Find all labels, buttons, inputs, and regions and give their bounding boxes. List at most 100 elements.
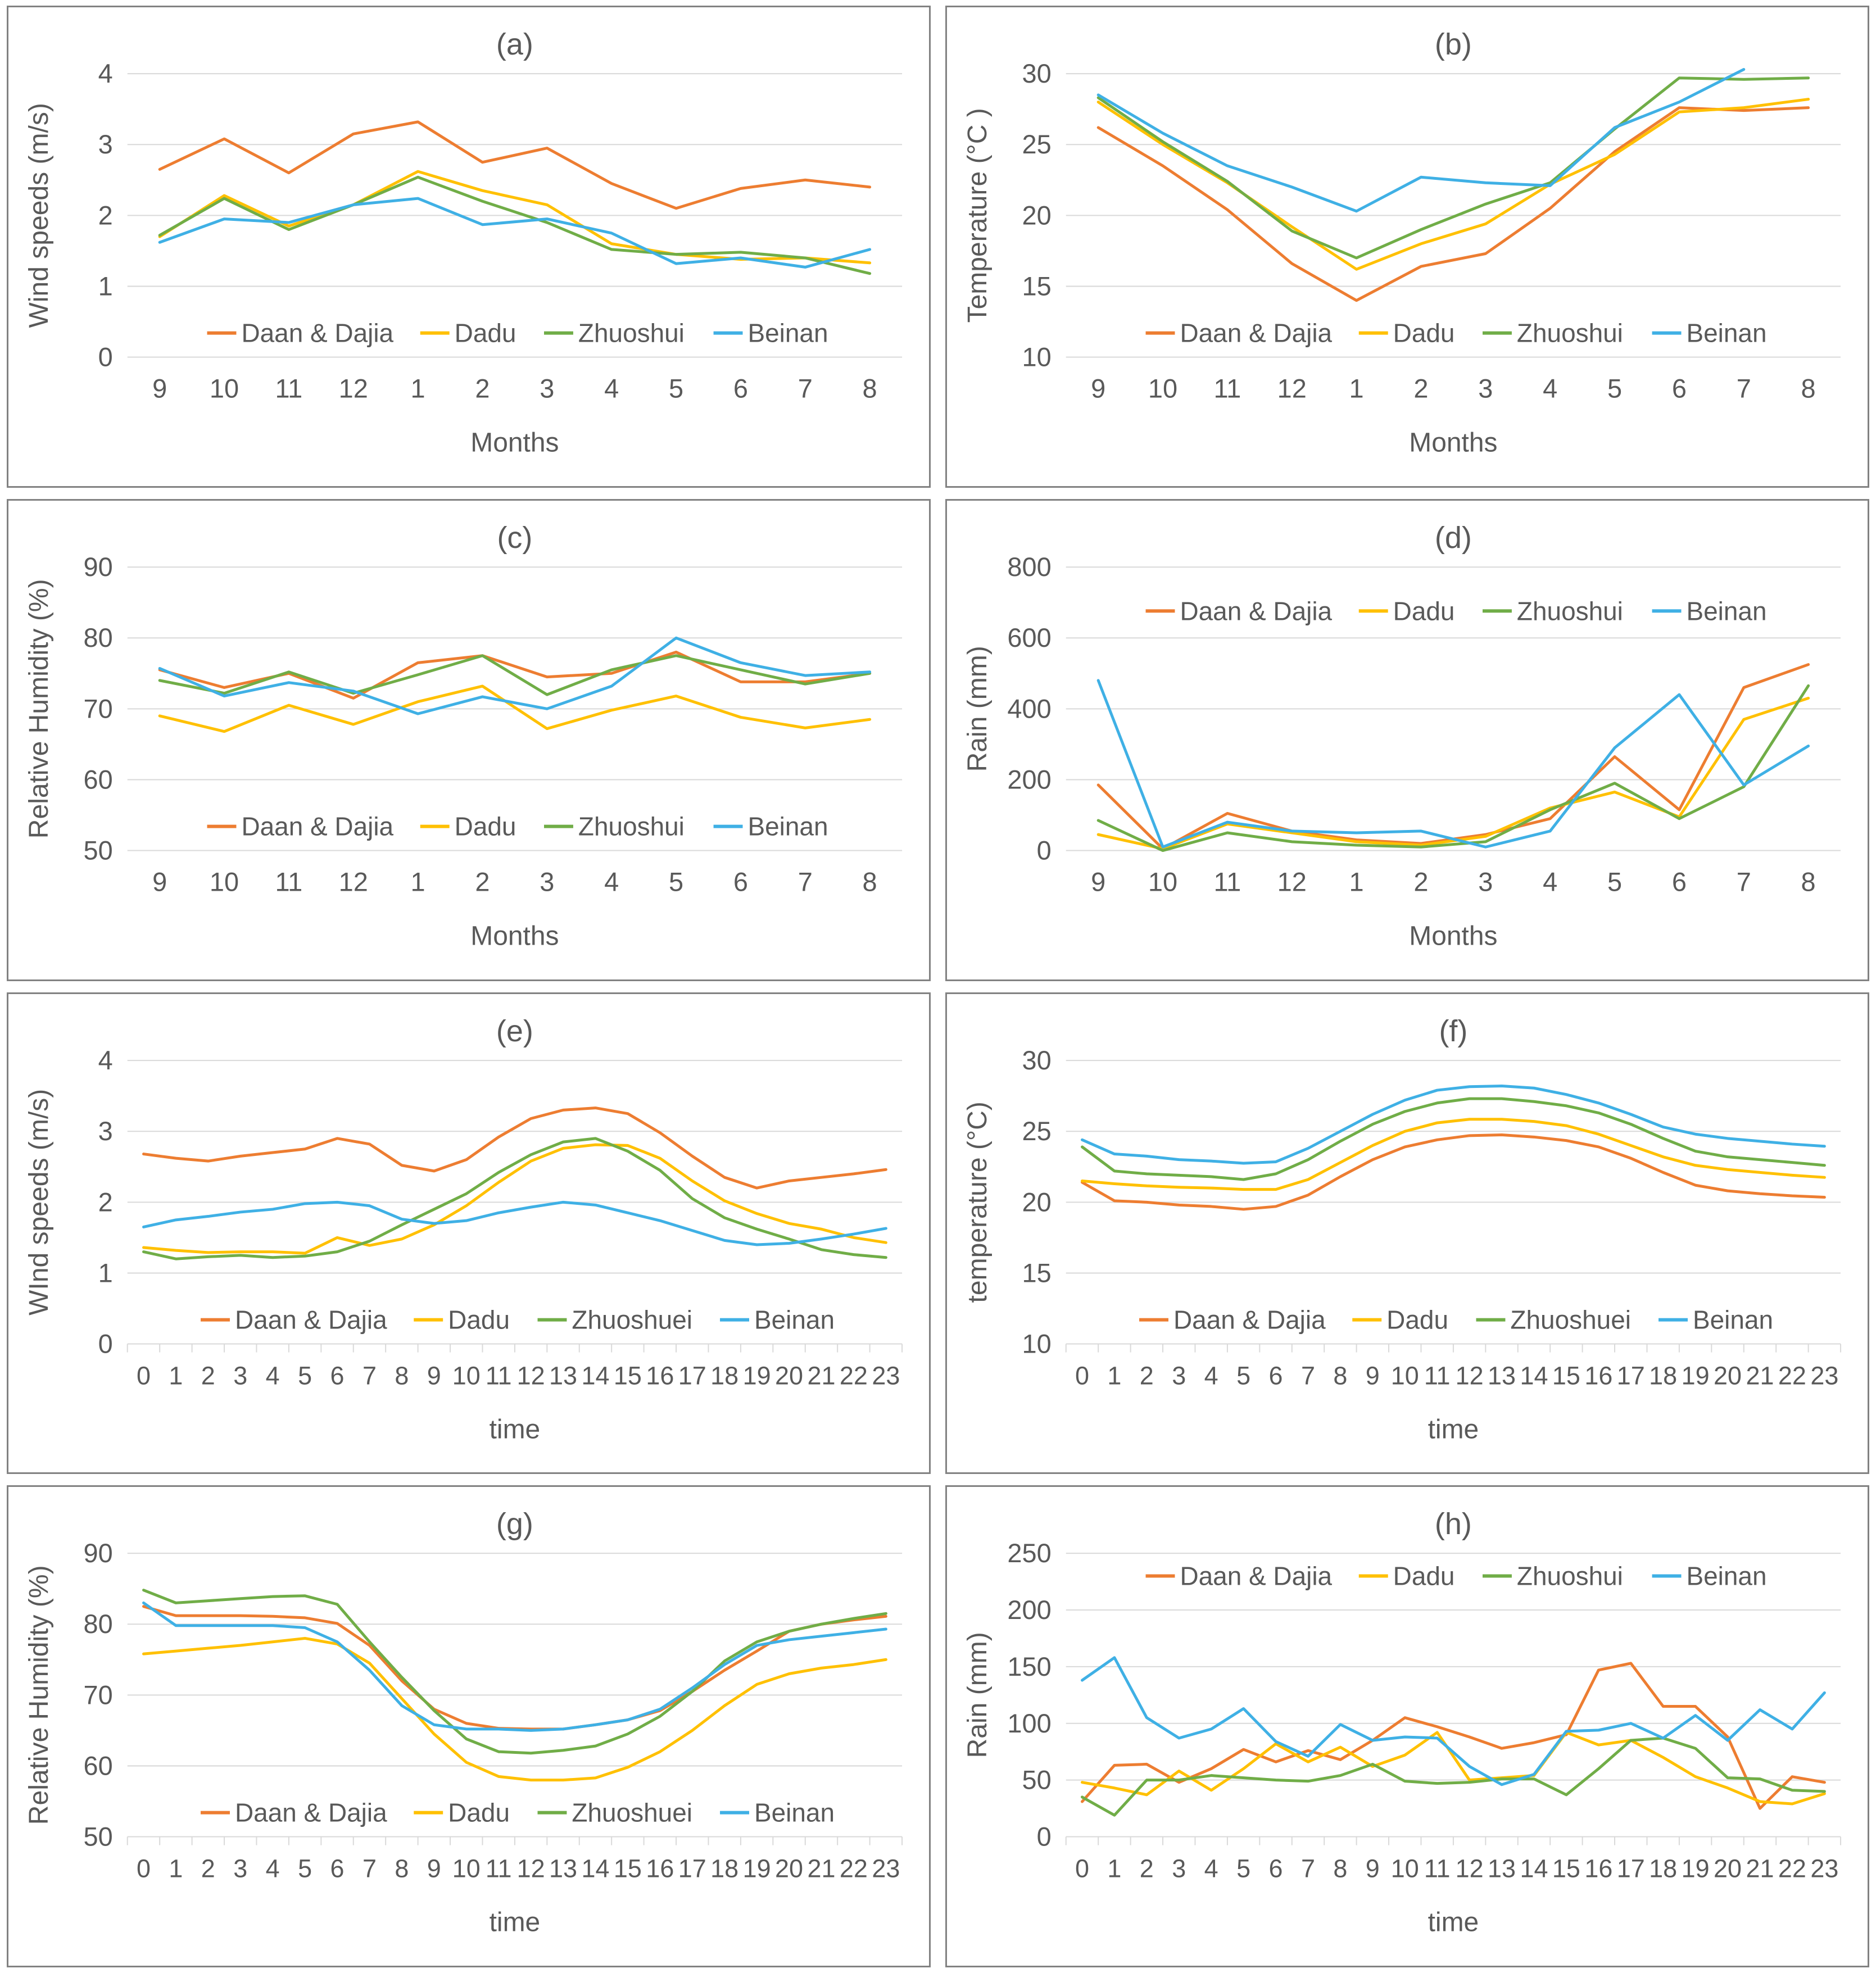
x-tick-label: 2 xyxy=(201,1854,215,1883)
x-tick-label: 20 xyxy=(775,1854,803,1883)
legend-label: Daan & Dajia xyxy=(241,811,393,841)
legend-label: Zhuoshui xyxy=(578,319,685,348)
y-tick-label: 0 xyxy=(98,342,113,372)
x-tick-label: 14 xyxy=(581,1854,609,1883)
x-tick-label: 11 xyxy=(486,1854,512,1883)
legend-label: Zhuoshui xyxy=(1517,319,1623,348)
legend-label: Beinan xyxy=(747,811,828,841)
legend-label: Beinan xyxy=(1693,1305,1773,1334)
x-tick-label: 23 xyxy=(1810,1854,1838,1883)
series-line-beinan xyxy=(1096,67,1746,213)
x-tick-label: 2 xyxy=(1140,1361,1154,1390)
series-layer xyxy=(142,1106,887,1260)
y-tick-label: 10 xyxy=(1022,1328,1052,1358)
x-tick-label: 18 xyxy=(710,1854,738,1883)
x-tick-label: 13 xyxy=(1488,1854,1516,1883)
series-line-zhuoshui xyxy=(158,654,872,696)
x-tick-label: 5 xyxy=(669,867,683,896)
x-tick-label: 8 xyxy=(395,1361,409,1390)
x-axis-title: time xyxy=(1428,1414,1479,1444)
x-axis-title: time xyxy=(490,1414,541,1444)
y-tick-label: 2 xyxy=(98,1187,113,1217)
x-tick-label: 12 xyxy=(517,1854,545,1883)
x-tick-label: 9 xyxy=(1091,867,1105,896)
y-axis-title: Rain (mm) xyxy=(963,646,993,772)
series-line-zhuoshui xyxy=(1096,76,1810,260)
x-tick-label: 3 xyxy=(233,1854,247,1883)
series-line-dadu xyxy=(142,1143,887,1255)
x-tick-label: 22 xyxy=(1778,1854,1806,1883)
chart-panel-h: 0 50 100 150 200 250 0 1 2 3 4 5 6 7 8 9 10 11 12 13 14 15 16 1… xyxy=(945,1485,1869,1967)
x-tick-label: 23 xyxy=(872,1361,900,1390)
x-tick-label: 22 xyxy=(840,1854,868,1883)
y-tick-label: 90 xyxy=(84,552,113,582)
x-tick-label: 1 xyxy=(411,374,425,403)
x-tick-label: 2 xyxy=(1140,1854,1154,1883)
x-tick-label: 10 xyxy=(210,374,239,403)
series-line-zhuoshui xyxy=(1081,1736,1826,1817)
series-line-daan-dajia xyxy=(142,1106,887,1190)
series-line-beinan xyxy=(142,1602,887,1732)
x-tick-label: 7 xyxy=(1301,1361,1315,1390)
y-tick-label: 30 xyxy=(1022,1045,1052,1075)
series-line-beinan xyxy=(142,1200,887,1246)
x-tick-label: 13 xyxy=(1488,1361,1516,1390)
y-tick-label: 3 xyxy=(98,1116,113,1146)
chart-title: (f) xyxy=(1439,1014,1467,1048)
x-tick-label: 0 xyxy=(137,1854,151,1883)
series-line-dadu xyxy=(142,1637,887,1782)
x-tick-label: 11 xyxy=(1214,867,1241,896)
series-line-zhuoshuei xyxy=(142,1136,887,1260)
x-tick-label: 3 xyxy=(540,867,554,896)
chart-title: (h) xyxy=(1435,1507,1472,1541)
y-axis-title: Relative Humidity (%) xyxy=(24,1566,54,1825)
chart-panel-f: 10 15 20 25 30 0 1 2 3 4 5 6 7 8 9 10 11 12 13 14 15 16 17 18 19… xyxy=(945,992,1869,1475)
y-tick-label: 20 xyxy=(1022,200,1052,230)
x-tick-label: 11 xyxy=(275,867,303,896)
x-tick-label: 10 xyxy=(452,1361,481,1390)
x-tick-label: 4 xyxy=(1543,867,1557,896)
x-tick-label: 3 xyxy=(1172,1361,1186,1390)
y-tick-label: 0 xyxy=(1037,835,1052,865)
x-tick-label: 1 xyxy=(1107,1361,1121,1390)
y-tick-label: 50 xyxy=(84,835,113,865)
legend-label: Daan & Dajia xyxy=(241,319,393,348)
x-tick-label: 6 xyxy=(1672,867,1687,896)
y-tick-label: 1 xyxy=(98,1258,113,1287)
series-line-beinan xyxy=(158,197,872,269)
chart-title: (c) xyxy=(497,521,532,555)
x-tick-label: 3 xyxy=(1172,1854,1186,1883)
series-line-daan-dajia xyxy=(1096,663,1810,850)
series-layer xyxy=(1081,1084,1826,1210)
y-axis-title: WInd speeds (m/s) xyxy=(24,1088,54,1315)
x-tick-label: 12 xyxy=(1277,867,1307,896)
legend-label: Beinan xyxy=(754,1798,835,1827)
x-tick-label: 9 xyxy=(152,867,167,896)
chart-title: (a) xyxy=(496,28,533,61)
x-tick-label: 18 xyxy=(710,1361,738,1390)
x-tick-label: 7 xyxy=(798,867,813,896)
x-tick-label: 17 xyxy=(1617,1854,1645,1883)
x-tick-label: 9 xyxy=(427,1361,441,1390)
x-tick-label: 2 xyxy=(201,1361,215,1390)
x-tick-label: 3 xyxy=(1478,374,1493,403)
x-tick-label: 0 xyxy=(1075,1854,1089,1883)
y-tick-label: 100 xyxy=(1007,1708,1051,1738)
x-tick-label: 8 xyxy=(1801,374,1816,403)
y-tick-label: 25 xyxy=(1022,1116,1052,1146)
x-tick-label: 4 xyxy=(1204,1854,1218,1883)
x-axis-title: Months xyxy=(470,428,559,458)
y-tick-label: 50 xyxy=(1022,1765,1052,1795)
legend-label: Dadu xyxy=(455,319,516,348)
x-tick-label: 21 xyxy=(807,1854,835,1883)
x-tick-label: 15 xyxy=(614,1854,642,1883)
y-axis-title: Wind speeds (m/s) xyxy=(24,103,54,328)
legend-label: Dadu xyxy=(448,1798,510,1827)
x-tick-label: 4 xyxy=(266,1854,280,1883)
series-layer xyxy=(1081,1656,1826,1817)
